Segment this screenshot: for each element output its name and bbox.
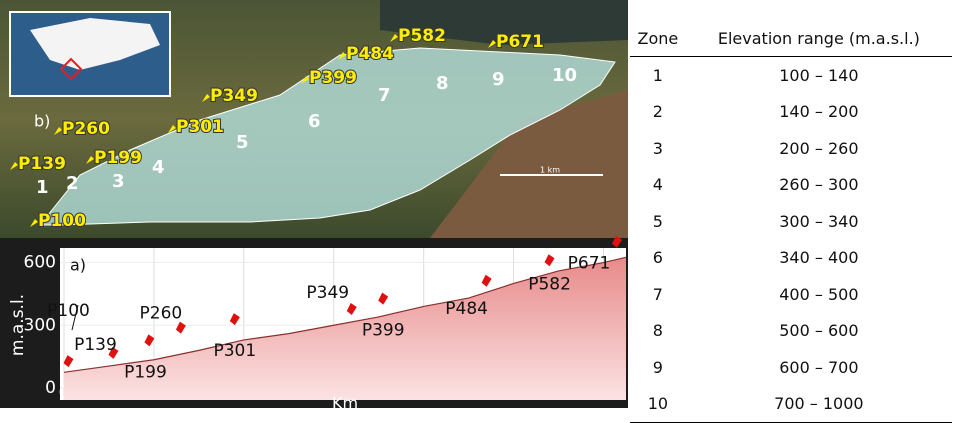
table-cell: 10 [630,386,686,423]
map-point-label: P671 [496,32,544,52]
map-point-label: P301 [176,117,224,137]
point-label: P301 [213,341,256,361]
map-point-label: P260 [62,119,110,139]
page: {"map": {"panel_label": "b)", "scale": "… [0,0,956,408]
point-label: P349 [306,283,349,303]
table-cell: 300 – 340 [686,203,952,240]
table-cell: 600 – 700 [686,349,952,386]
zone-label: 6 [308,111,321,132]
zone-label: 8 [436,73,449,94]
x-axis-label: Km [332,394,358,409]
zone-label: 2 [66,173,79,194]
map-point-label: P399 [309,68,357,88]
zone-label: 9 [492,69,505,90]
point-label: P484 [445,299,488,319]
point-label: P139 [74,335,117,355]
point-label: P671 [568,254,611,274]
table-cell: 340 – 400 [686,240,952,277]
point-label: P399 [362,321,405,341]
point-label: P260 [140,304,183,324]
zone-label: 10 [552,65,577,86]
table-cell: 100 – 140 [686,57,952,94]
zone-label: 7 [378,85,391,106]
table-cell: 7 [630,276,686,313]
map-point-label: P100 [38,211,86,231]
table-header: Zone [630,20,686,57]
table-header: Elevation range (m.a.s.l.) [686,20,952,57]
table-cell: 200 – 260 [686,130,952,167]
zone-label: 3 [112,171,125,192]
table-cell: 3 [630,130,686,167]
table-cell: 260 – 300 [686,167,952,204]
table-cell: 140 – 200 [686,94,952,131]
map-point-label: P582 [398,26,446,46]
map-point-label: P199 [94,148,142,168]
zone-label: 5 [236,132,249,153]
zone-label: 4 [152,157,165,178]
page-body: b) 1 km P582P671P484P399P349P301P260P199… [0,0,956,408]
table-cell: 4 [630,167,686,204]
table-cell: 1 [630,57,686,94]
table-cell: 2 [630,94,686,131]
table-cell: 5 [630,203,686,240]
scale-label: 1 km [540,166,560,175]
map-point-label: P139 [18,154,66,174]
table-cell: 8 [630,313,686,350]
map-point-label: P349 [210,86,258,106]
y-tick-label: 600 [24,253,56,273]
table-cell: 500 – 600 [686,313,952,350]
table-cell: 700 – 1000 [686,386,952,423]
point-label: P199 [124,362,167,382]
table-cell: 400 – 500 [686,276,952,313]
y-axis-label: m.a.s.l. [8,294,28,356]
map-point-label: P484 [346,44,394,64]
zone-label: 1 [36,177,49,198]
table-cell: 9 [630,349,686,386]
profile-panel-label: a) [70,256,86,275]
point-label: P100 [47,301,90,321]
y-tick-label: 0 [45,378,56,398]
point-label: P582 [528,274,571,294]
map-panel-label: b) [34,112,50,131]
table-cell: 6 [630,240,686,277]
